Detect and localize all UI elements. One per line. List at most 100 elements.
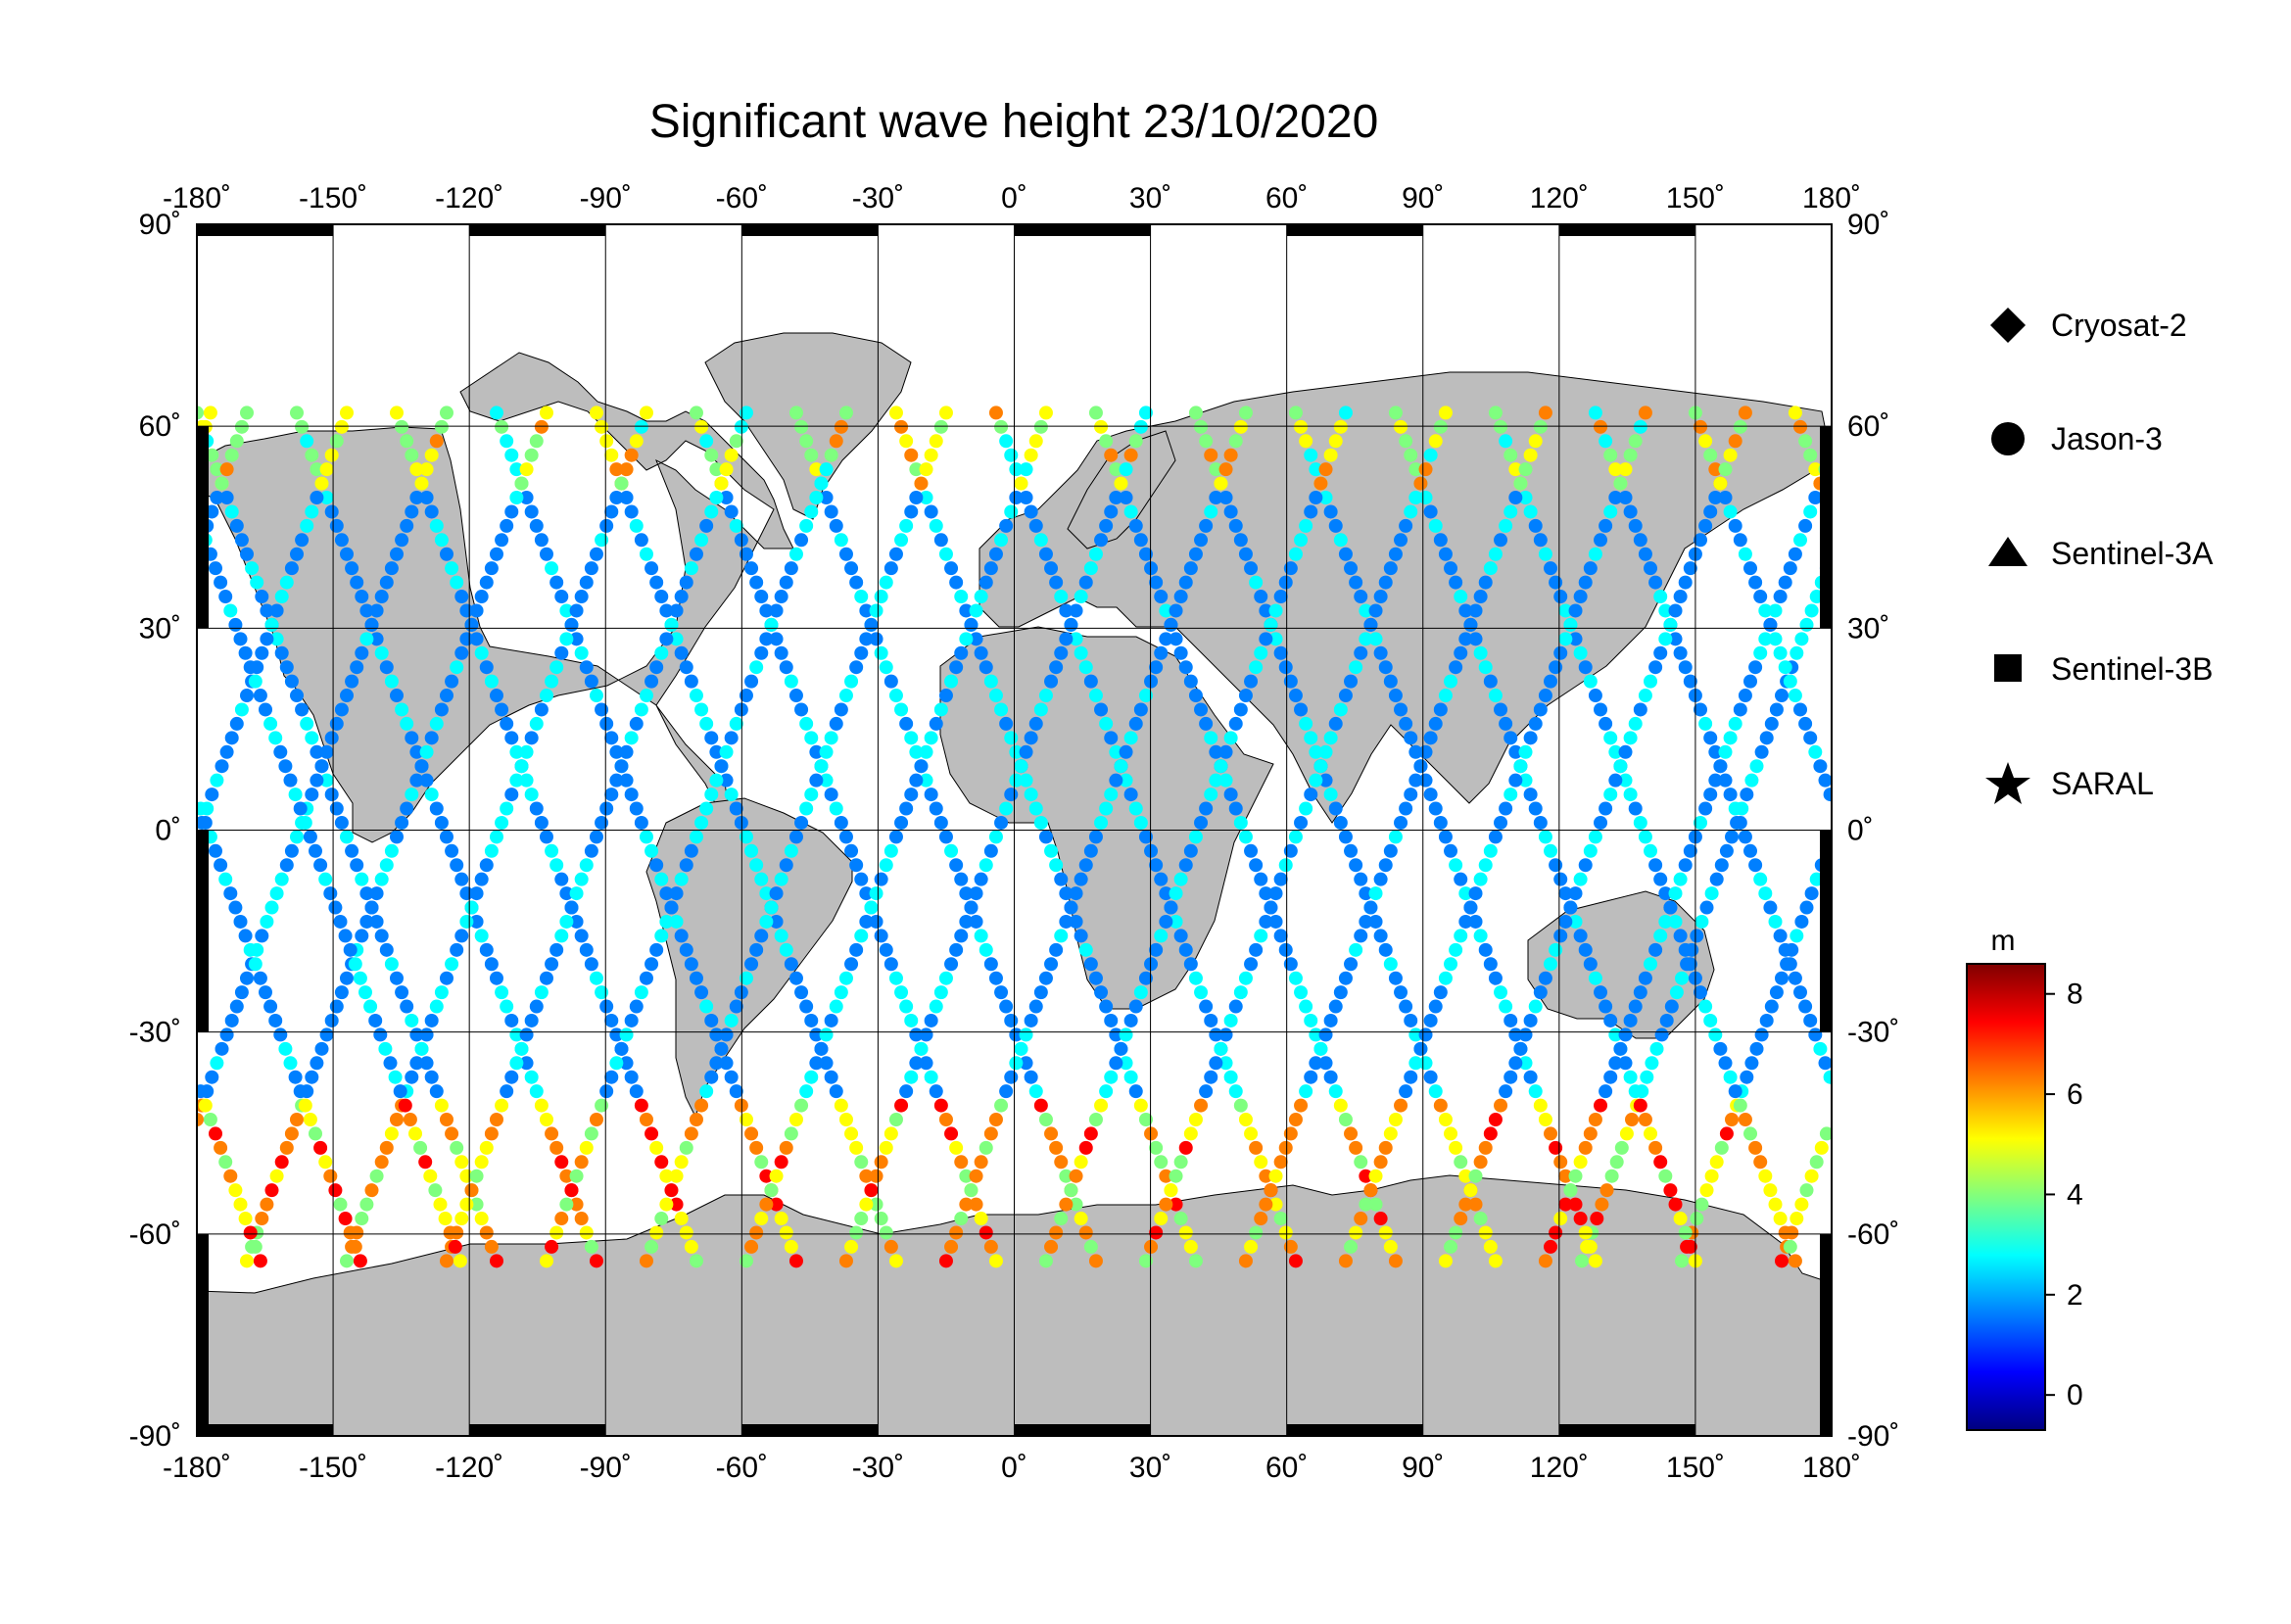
track-point [283,1056,298,1071]
track-point [899,518,914,533]
track-point [1019,1056,1033,1071]
track-point [198,815,213,830]
track-point [319,744,334,759]
track-point [1463,1183,1478,1198]
track-point [454,590,469,604]
track-point [453,1254,467,1268]
track-point [838,689,853,703]
track-point [1328,999,1343,1014]
track-point [1764,716,1779,731]
track-point [1803,1013,1818,1027]
track-point [1594,985,1608,1000]
track-point [1408,773,1423,788]
track-point [1014,1041,1028,1056]
track-point [1159,1169,1173,1183]
track-point [1133,419,1148,434]
track-point [255,590,269,604]
track-point [224,448,239,462]
track-point [1294,1098,1309,1113]
track-point [1428,999,1443,1014]
track-point [219,491,234,505]
track-point [933,985,948,1000]
track-point [374,929,389,943]
tick-label-lon-bottom: 0˚ [1001,1452,1027,1484]
track-point [639,971,653,985]
track-point [1128,1084,1143,1099]
track-point [1104,1070,1119,1084]
track-point [1544,1239,1558,1254]
track-point [1483,561,1498,576]
track-point [854,590,869,604]
track-point [519,1056,534,1071]
track-point [874,645,888,660]
track-point [429,999,444,1014]
track-point [569,886,584,901]
track-point [844,1126,859,1141]
track-point [724,504,739,519]
track-point [1488,1254,1503,1268]
track-point [689,1254,703,1268]
track-point [1004,731,1019,745]
track-point [619,744,634,759]
track-point [1238,1254,1253,1268]
track-point [1578,1225,1593,1240]
track-point [1603,788,1618,802]
track-point [1199,801,1214,816]
track-point [318,872,333,886]
frame-bar-bottom [1286,1424,1423,1436]
track-point [599,801,614,816]
track-point [744,674,759,689]
track-point [974,1155,988,1170]
track-point [359,603,374,618]
track-point [484,957,499,972]
track-point [369,632,384,646]
track-point [809,1056,824,1071]
track-point [333,1197,348,1212]
track-point [1823,1070,1832,1084]
track-point [1588,689,1602,703]
track-point [1209,491,1223,505]
legend-label-jason-3: Jason-3 [2051,421,2163,456]
track-point [1653,872,1668,886]
track-point [323,1169,338,1183]
track-point [914,476,929,491]
track-point [779,575,793,590]
track-point [824,504,838,519]
track-point [704,448,719,462]
track-point [834,815,848,830]
track-point [919,462,933,477]
track-point [1625,1113,1640,1127]
track-point [1313,476,1328,491]
track-point [1594,419,1608,434]
track-point [1549,858,1563,873]
track-point [1333,815,1348,830]
track-point [1778,942,1792,957]
track-point [1388,1113,1403,1127]
track-point [1454,929,1468,943]
track-point [300,518,314,533]
track-point [1288,1113,1303,1127]
track-point [739,689,753,703]
track-point [1494,985,1508,1000]
track-point [1128,434,1143,449]
track-point [1318,773,1333,788]
track-point [954,872,969,886]
track-point [799,1084,814,1099]
track-point [699,716,714,731]
track-point [694,985,709,1000]
track-point [1740,788,1754,802]
track-point [1044,561,1059,576]
track-point [644,674,659,689]
track-point [1503,731,1518,745]
track-point [1613,759,1628,774]
track-point [228,617,243,632]
track-point [819,773,834,788]
track-point [469,632,484,646]
track-point [929,801,943,816]
track-point [1428,518,1443,533]
track-point [1188,1254,1203,1268]
track-point [509,773,524,788]
track-point [1558,914,1573,929]
track-point [1128,801,1143,816]
track-point [1808,744,1823,759]
